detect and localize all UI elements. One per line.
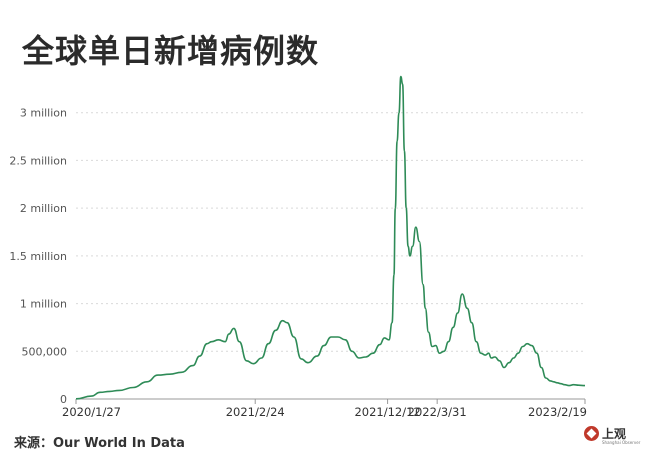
x-tick-label: 2020/1/27 [62, 405, 121, 419]
chart-title: 全球单日新增病例数 [22, 32, 320, 70]
y-tick-label: 500,000 [22, 345, 68, 358]
source-note: 来源：Our World In Data [14, 436, 185, 451]
y-tick-label: 1.5 million [9, 250, 67, 263]
x-tick-label: 2021/2/24 [226, 405, 285, 419]
y-tick-label: 2.5 million [9, 154, 67, 167]
y-tick-label: 1 million [20, 298, 67, 311]
y-tick-label: 3 million [20, 107, 67, 120]
y-tick-label: 0 [60, 393, 67, 406]
x-tick-label: 2021/12/12 [354, 405, 420, 419]
logo-text: 上观 [602, 426, 627, 441]
series-line [75, 75, 586, 400]
logo-mark-icon [584, 426, 599, 441]
y-tick-label: 2 million [20, 202, 67, 215]
x-tick-label: 2023/2/19 [528, 405, 587, 419]
logo-subtext: Shanghai Observer [602, 440, 641, 445]
logo: 上观 Shanghai Observer [584, 426, 640, 445]
x-tick-label: 2022/3/31 [408, 405, 467, 419]
